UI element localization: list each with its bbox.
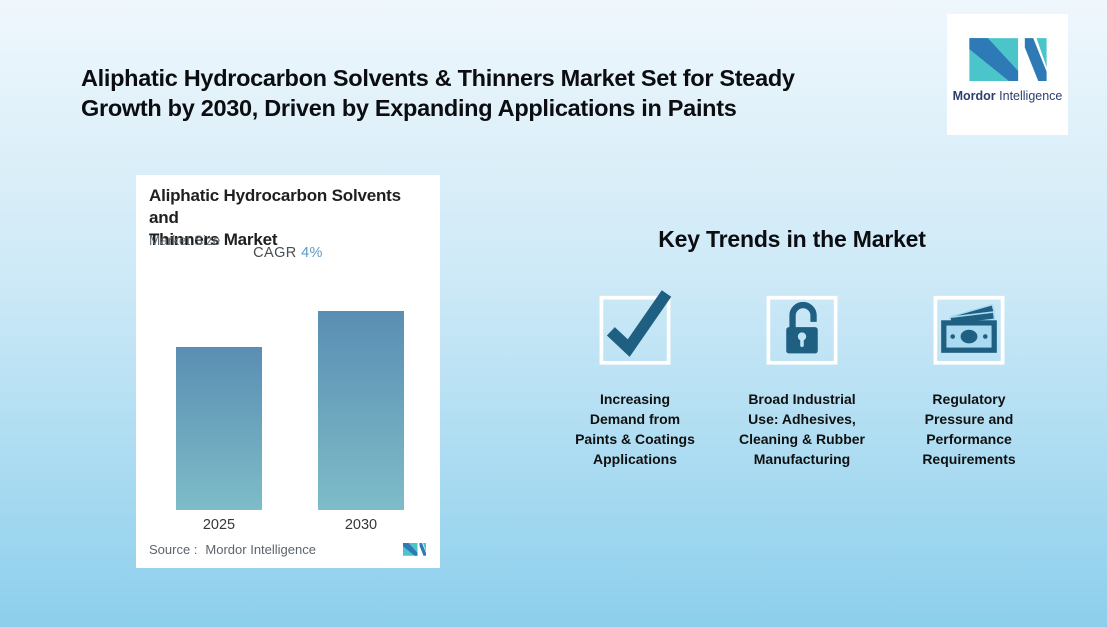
mordor-intelligence-logo-icon <box>968 38 1047 81</box>
page-title-line-1: Aliphatic Hydrocarbon Solvents & Thinner… <box>81 65 795 91</box>
market-chart-card: Aliphatic Hydrocarbon Solvents and Thinn… <box>136 175 440 568</box>
brand-logo-card: Mordor Intelligence <box>947 14 1068 135</box>
trend-label: Increasing Demand from Paints & Coatings… <box>575 391 695 467</box>
brand-name-regular: Intelligence <box>999 89 1063 103</box>
source-label: Source : <box>149 541 198 557</box>
trend-item-paints-coatings: Increasing Demand from Paints & Coatings… <box>553 283 717 469</box>
brand-logo-wordmark: Mordor Intelligence <box>953 89 1063 103</box>
trend-item-industrial-use: Broad Industrial Use: Adhesives, Cleanin… <box>720 283 884 469</box>
bar-2025 <box>176 347 262 510</box>
trends-row: Increasing Demand from Paints & Coatings… <box>553 283 1051 469</box>
cagr-annotation: CAGR 4% <box>136 245 440 261</box>
mordor-intelligence-mini-logo-icon <box>403 542 426 556</box>
brand-name-bold: Mordor <box>952 89 996 103</box>
bar-column-2025: 2025 <box>176 311 262 533</box>
chart-title: Aliphatic Hydrocarbon Solvents and Thinn… <box>149 186 401 249</box>
bar-category-label: 2025 <box>202 517 236 533</box>
trend-item-regulatory: Regulatory Pressure and Performance Requ… <box>887 283 1051 469</box>
page-title-line-2: Growth by 2030, Driven by Expanding Appl… <box>81 95 737 121</box>
trend-label: Broad Industrial Use: Adhesives, Cleanin… <box>738 391 865 467</box>
bar-plot: 2025 2030 <box>176 311 404 533</box>
cagr-label: CAGR <box>253 245 297 261</box>
cagr-value: 4% <box>301 245 323 261</box>
chart-subtitle: Market Size <box>149 233 221 248</box>
source-row: Source : Mordor Intelligence <box>149 539 427 559</box>
bar-column-2030: 2030 <box>318 311 404 533</box>
checkmark-icon <box>599 290 672 365</box>
bar-category-label: 2030 <box>344 517 378 533</box>
money-icon <box>933 295 1005 365</box>
open-lock-icon <box>766 295 838 365</box>
page-title: Aliphatic Hydrocarbon Solvents & Thinner… <box>81 63 795 123</box>
source-value: Mordor Intelligence <box>205 541 316 557</box>
trends-heading: Key Trends in the Market <box>658 226 926 252</box>
bar-2030 <box>318 311 404 510</box>
trend-label: Regulatory Pressure and Performance Requ… <box>922 391 1016 467</box>
